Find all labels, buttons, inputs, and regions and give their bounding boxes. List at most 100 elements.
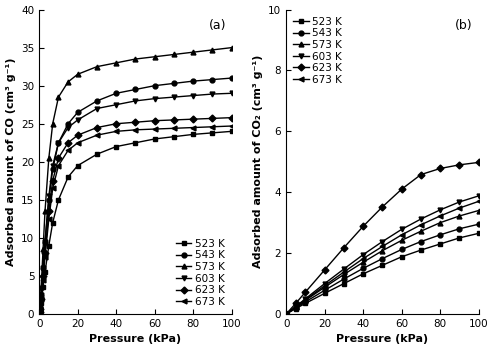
523 K <box>37 310 43 314</box>
573 K <box>476 208 482 212</box>
543 K <box>418 239 424 244</box>
Line: 673 K: 673 K <box>38 124 234 314</box>
543 K <box>152 84 158 88</box>
573 K <box>229 46 235 50</box>
603 K <box>229 91 235 96</box>
543 K <box>65 122 71 126</box>
603 K <box>283 312 289 316</box>
623 K <box>293 301 299 306</box>
543 K <box>360 266 366 271</box>
623 K <box>418 173 424 177</box>
603 K <box>113 103 119 107</box>
543 K <box>293 306 299 310</box>
Line: 523 K: 523 K <box>284 231 481 316</box>
543 K <box>94 99 100 103</box>
543 K <box>40 266 46 271</box>
603 K <box>55 141 61 145</box>
Line: 623 K: 623 K <box>38 115 234 314</box>
543 K <box>50 167 56 172</box>
523 K <box>37 307 43 312</box>
623 K <box>75 133 81 137</box>
573 K <box>113 61 119 65</box>
523 K <box>171 134 177 139</box>
673 K <box>456 206 462 210</box>
573 K <box>341 272 347 276</box>
673 K <box>171 126 177 131</box>
523 K <box>293 307 299 311</box>
543 K <box>190 79 196 83</box>
543 K <box>113 91 119 96</box>
523 K <box>46 243 52 247</box>
Legend: 523 K, 543 K, 573 K, 603 K, 623 K, 673 K: 523 K, 543 K, 573 K, 603 K, 623 K, 673 K <box>174 237 226 309</box>
623 K <box>476 160 482 164</box>
603 K <box>94 106 100 111</box>
523 K <box>302 301 308 306</box>
673 K <box>418 223 424 227</box>
523 K <box>322 291 328 295</box>
523 K <box>50 220 56 225</box>
523 K <box>94 152 100 156</box>
623 K <box>40 274 46 278</box>
523 K <box>65 175 71 179</box>
673 K <box>229 124 235 128</box>
X-axis label: Pressure (kPa): Pressure (kPa) <box>336 335 428 344</box>
543 K <box>379 257 385 261</box>
523 K <box>399 255 405 259</box>
573 K <box>152 55 158 59</box>
Line: 673 K: 673 K <box>284 199 481 316</box>
603 K <box>40 266 46 271</box>
623 K <box>190 117 196 121</box>
623 K <box>360 224 366 229</box>
Line: 603 K: 603 K <box>38 91 234 313</box>
543 K <box>55 141 61 145</box>
Line: 603 K: 603 K <box>284 194 481 316</box>
623 K <box>456 163 462 167</box>
Y-axis label: Adsorbed amount of CO₂ (cm³ g⁻¹): Adsorbed amount of CO₂ (cm³ g⁻¹) <box>252 55 263 268</box>
623 K <box>65 141 71 145</box>
573 K <box>50 122 56 126</box>
573 K <box>46 156 52 160</box>
673 K <box>40 278 46 282</box>
Text: (a): (a) <box>208 19 226 32</box>
543 K <box>476 222 482 226</box>
543 K <box>46 198 52 202</box>
523 K <box>476 231 482 236</box>
603 K <box>341 267 347 271</box>
603 K <box>302 297 308 301</box>
573 K <box>437 220 443 225</box>
573 K <box>293 305 299 309</box>
603 K <box>75 118 81 122</box>
573 K <box>322 285 328 289</box>
673 K <box>476 199 482 203</box>
673 K <box>209 125 215 129</box>
573 K <box>38 285 44 289</box>
543 K <box>37 306 43 310</box>
623 K <box>229 116 235 120</box>
673 K <box>65 148 71 153</box>
603 K <box>437 208 443 212</box>
673 K <box>55 163 61 168</box>
623 K <box>46 209 52 214</box>
603 K <box>418 217 424 221</box>
603 K <box>46 194 52 198</box>
Y-axis label: Adsorbed amount of CO (cm³ g⁻¹): Adsorbed amount of CO (cm³ g⁻¹) <box>5 57 15 266</box>
543 K <box>322 288 328 292</box>
623 K <box>379 205 385 209</box>
523 K <box>379 263 385 267</box>
Line: 543 K: 543 K <box>284 222 481 316</box>
673 K <box>399 233 405 237</box>
573 K <box>65 80 71 84</box>
523 K <box>55 198 61 202</box>
Line: 523 K: 523 K <box>38 129 234 314</box>
573 K <box>40 247 46 251</box>
523 K <box>190 132 196 137</box>
623 K <box>132 120 138 124</box>
603 K <box>322 281 328 286</box>
Text: (b): (b) <box>455 19 473 32</box>
603 K <box>50 163 56 168</box>
603 K <box>293 304 299 308</box>
523 K <box>132 141 138 145</box>
543 K <box>399 247 405 252</box>
523 K <box>75 163 81 168</box>
573 K <box>379 248 385 253</box>
